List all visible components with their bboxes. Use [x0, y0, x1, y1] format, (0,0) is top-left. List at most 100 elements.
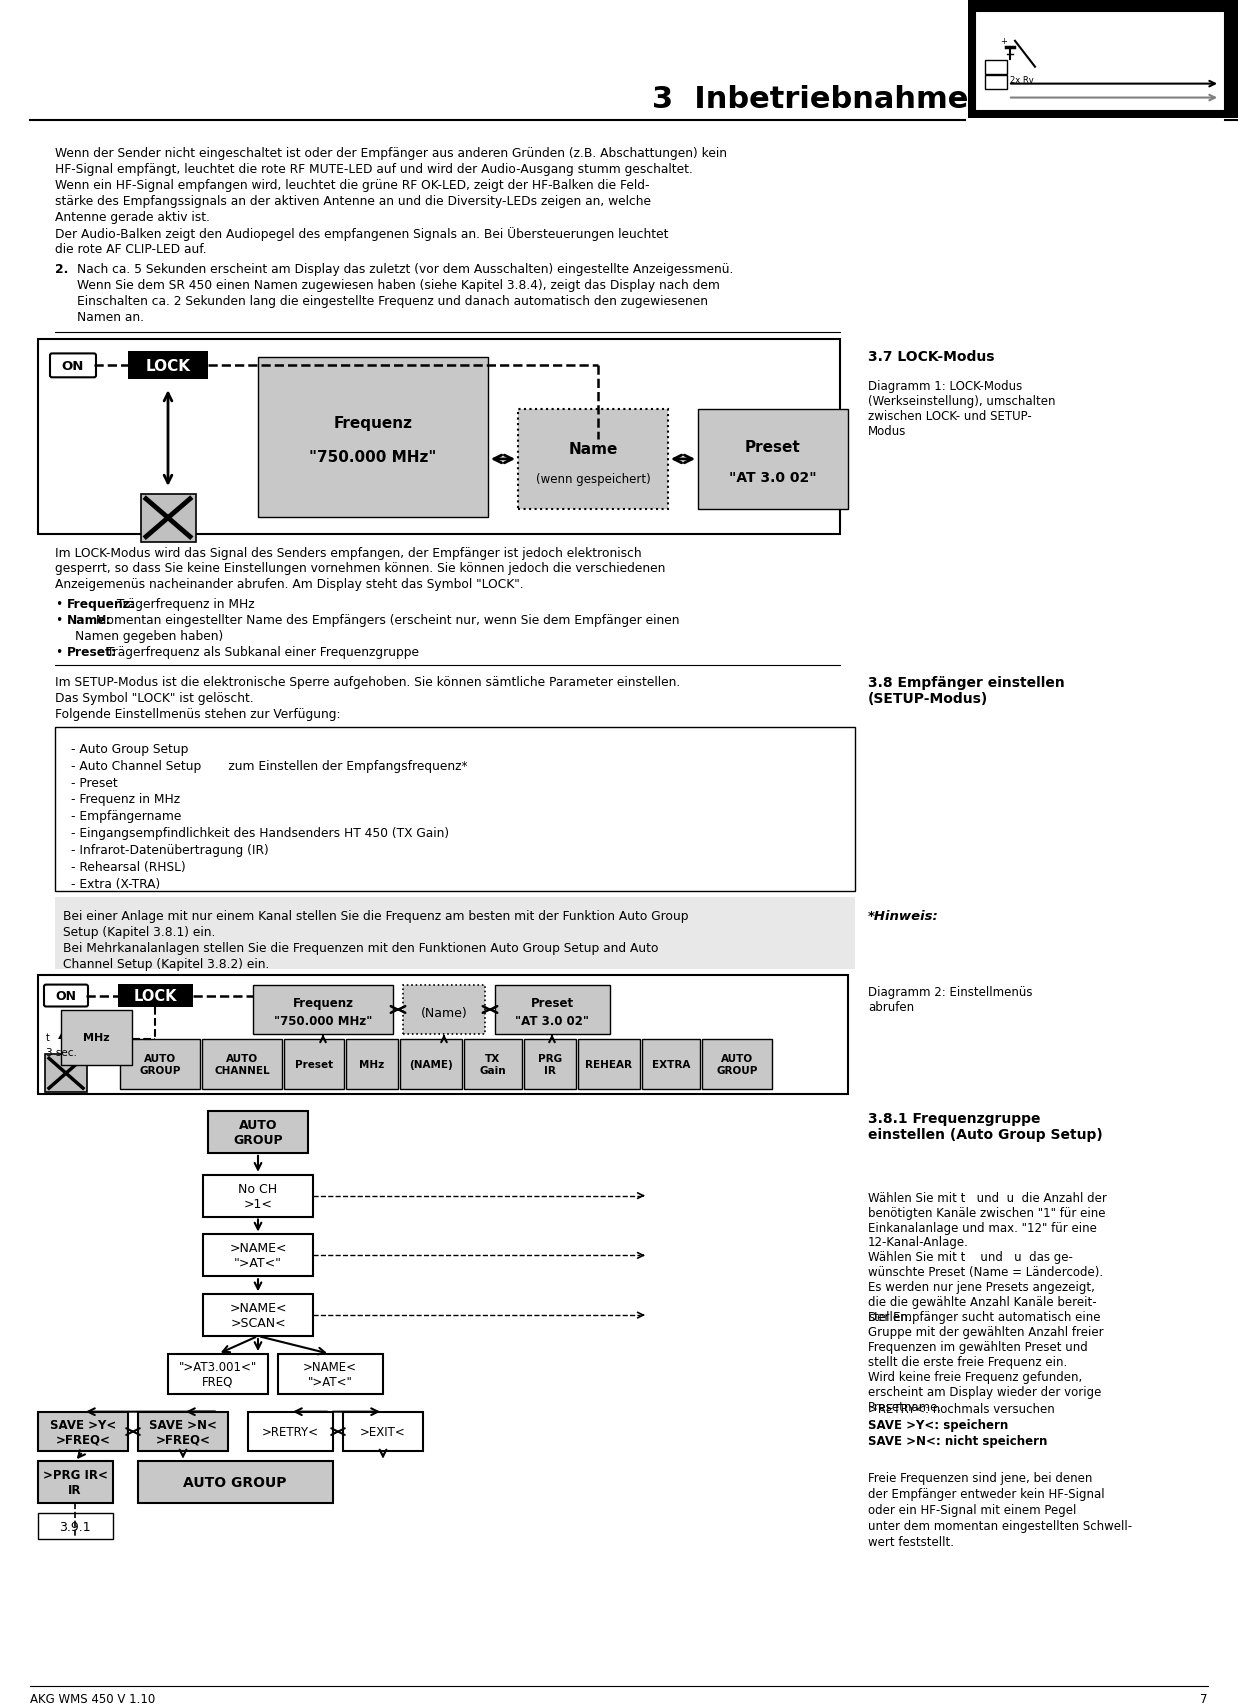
Text: Preset:: Preset:: [67, 645, 116, 659]
Bar: [38, 1514, 113, 1540]
Text: >PRG IR<
IR: >PRG IR< IR: [42, 1468, 108, 1497]
Text: "AT 3.0 02": "AT 3.0 02": [729, 471, 817, 485]
Bar: [495, 985, 610, 1034]
Text: 3  Inbetriebnahme: 3 Inbetriebnahme: [652, 85, 968, 114]
Bar: [203, 1234, 313, 1277]
Text: Einschalten ca. 2 Sekunden lang die eingestellte Frequenz und danach automatisch: Einschalten ca. 2 Sekunden lang die eing…: [77, 295, 708, 307]
Bar: [203, 1174, 313, 1217]
Text: - Extra (X-TRA): - Extra (X-TRA): [71, 877, 160, 891]
Text: AUTO
GROUP: AUTO GROUP: [233, 1118, 282, 1147]
Text: Freie Frequenzen sind jene, bei denen: Freie Frequenzen sind jene, bei denen: [868, 1471, 1092, 1485]
Bar: [168, 1354, 267, 1395]
Text: wert feststellt.: wert feststellt.: [868, 1535, 954, 1548]
Text: - Auto Channel Setup       zum Einstellen der Empfangsfrequenz*: - Auto Channel Setup zum Einstellen der …: [71, 760, 468, 772]
Bar: [208, 1111, 308, 1154]
Text: (Name): (Name): [421, 1007, 468, 1019]
Text: Frequenz:: Frequenz:: [67, 597, 136, 611]
Bar: [258, 358, 488, 517]
Text: Channel Setup (Kapitel 3.8.2) ein.: Channel Setup (Kapitel 3.8.2) ein.: [63, 958, 270, 970]
Bar: [524, 1040, 576, 1089]
Text: "AT 3.0 02": "AT 3.0 02": [515, 1014, 589, 1028]
Text: REHEAR: REHEAR: [586, 1060, 633, 1070]
Text: - Empfängername: - Empfängername: [71, 809, 182, 823]
Bar: [985, 75, 1006, 89]
Bar: [248, 1412, 333, 1451]
Bar: [54, 727, 855, 891]
Text: Namen an.: Namen an.: [77, 311, 144, 323]
Bar: [400, 1040, 462, 1089]
Text: gesperrt, so dass Sie keine Einstellungen vornehmen können. Sie können jedoch di: gesperrt, so dass Sie keine Einstellunge…: [54, 562, 665, 575]
Bar: [698, 410, 848, 509]
Bar: [404, 985, 485, 1034]
Bar: [643, 1040, 699, 1089]
Bar: [464, 1040, 522, 1089]
Text: die die gewählte Anzahl Kanäle bereit-: die die gewählte Anzahl Kanäle bereit-: [868, 1296, 1097, 1309]
Text: >EXIT<: >EXIT<: [360, 1425, 406, 1439]
Text: 3 sec.: 3 sec.: [46, 1048, 77, 1058]
Text: AUTO
CHANNEL: AUTO CHANNEL: [214, 1053, 270, 1075]
Bar: [203, 1294, 313, 1337]
Text: Wenn ein HF-Signal empfangen wird, leuchtet die grüne RF OK-LED, zeigt der HF-Ba: Wenn ein HF-Signal empfangen wird, leuch…: [54, 179, 650, 193]
Text: Anzeigemenüs nacheinander abrufen. Am Display steht das Symbol "LOCK".: Anzeigemenüs nacheinander abrufen. Am Di…: [54, 579, 524, 591]
Text: Frequenzen im gewählten Preset und: Frequenzen im gewählten Preset und: [868, 1340, 1088, 1354]
Text: der Empfänger entweder kein HF-Signal: der Empfänger entweder kein HF-Signal: [868, 1487, 1104, 1500]
Text: Frequenz: Frequenz: [333, 415, 412, 430]
Text: stellt die erste freie Frequenz ein.: stellt die erste freie Frequenz ein.: [868, 1355, 1067, 1367]
Text: Bei Mehrkanalanlagen stellen Sie die Frequenzen mit den Funktionen Auto Group Se: Bei Mehrkanalanlagen stellen Sie die Fre…: [63, 941, 659, 954]
Text: SAVE >N<
>FREQ<: SAVE >N< >FREQ<: [149, 1419, 217, 1446]
Bar: [137, 1412, 228, 1451]
Text: 12-Kanal-Anlage.: 12-Kanal-Anlage.: [868, 1236, 969, 1250]
Text: Einkanalanlage und max. "12" für eine: Einkanalanlage und max. "12" für eine: [868, 1221, 1097, 1234]
Text: LOCK: LOCK: [134, 988, 177, 1004]
Bar: [976, 12, 1224, 111]
Text: Der Empfänger sucht automatisch eine: Der Empfänger sucht automatisch eine: [868, 1311, 1101, 1323]
Text: Trägerfrequenz in MHz: Trägerfrequenz in MHz: [113, 597, 255, 611]
Text: 2x Rv: 2x Rv: [1010, 75, 1034, 85]
Text: •: •: [54, 645, 62, 659]
Bar: [128, 352, 208, 381]
Text: MHz: MHz: [83, 1033, 110, 1043]
Text: AKG WMS 450 V 1.10: AKG WMS 450 V 1.10: [30, 1692, 155, 1705]
Text: - Rehearsal (RHSL): - Rehearsal (RHSL): [71, 860, 186, 874]
Text: - Preset: - Preset: [71, 777, 118, 789]
FancyBboxPatch shape: [45, 985, 88, 1007]
Bar: [54, 898, 855, 970]
Text: ▼: ▼: [68, 1033, 74, 1041]
Text: - Frequenz in MHz: - Frequenz in MHz: [71, 794, 180, 806]
Bar: [284, 1040, 344, 1089]
Text: Trägerfrequenz als Subkanal einer Frequenzgruppe: Trägerfrequenz als Subkanal einer Freque…: [103, 645, 418, 659]
Text: >NAME<
>SCAN<: >NAME< >SCAN<: [229, 1301, 287, 1330]
Text: stellen.: stellen.: [868, 1311, 911, 1323]
Text: PRG
IR: PRG IR: [539, 1053, 562, 1075]
Text: Wenn Sie dem SR 450 einen Namen zugewiesen haben (siehe Kapitel 3.8.4), zeigt da: Wenn Sie dem SR 450 einen Namen zugewies…: [77, 278, 719, 292]
Bar: [343, 1412, 423, 1451]
Text: erscheint am Display wieder der vorige: erscheint am Display wieder der vorige: [868, 1384, 1102, 1398]
Text: Diagramm 1: LOCK-Modus
(Werkseinstellung), umschalten
zwischen LOCK- und SETUP-
: Diagramm 1: LOCK-Modus (Werkseinstellung…: [868, 381, 1056, 439]
Bar: [253, 985, 392, 1034]
Text: Diagramm 2: Einstellmenüs
abrufen: Diagramm 2: Einstellmenüs abrufen: [868, 985, 1032, 1012]
Text: benötigten Kanäle zwischen "1" für eine: benötigten Kanäle zwischen "1" für eine: [868, 1205, 1106, 1219]
Text: SAVE >Y<: speichern: SAVE >Y<: speichern: [868, 1419, 1008, 1430]
Bar: [118, 983, 193, 1007]
Text: Name:: Name:: [67, 615, 111, 626]
Text: Preset: Preset: [745, 440, 801, 456]
Text: 3.9.1: 3.9.1: [59, 1519, 90, 1533]
Bar: [985, 61, 1006, 75]
Text: Namen gegeben haben): Namen gegeben haben): [76, 630, 223, 644]
Text: (wenn gespeichert): (wenn gespeichert): [536, 473, 650, 486]
Text: No CH
>1<: No CH >1<: [239, 1181, 277, 1210]
Text: stärke des Empfangssignals an der aktiven Antenne an und die Diversity-LEDs zeig: stärke des Empfangssignals an der aktive…: [54, 195, 651, 208]
Text: HF-Signal empfängt, leuchtet die rote RF MUTE-LED auf und wird der Audio-Ausgang: HF-Signal empfängt, leuchtet die rote RF…: [54, 164, 693, 176]
Text: die rote AF CLIP-LED auf.: die rote AF CLIP-LED auf.: [54, 242, 207, 256]
Text: Das Symbol "LOCK" ist gelöscht.: Das Symbol "LOCK" ist gelöscht.: [54, 691, 254, 705]
Text: "750.000 MHz": "750.000 MHz": [274, 1014, 373, 1028]
Text: (NAME): (NAME): [409, 1060, 453, 1070]
Text: ▲: ▲: [58, 1031, 64, 1040]
Text: TX
Gain: TX Gain: [479, 1053, 506, 1075]
Text: SAVE >Y<
>FREQ<: SAVE >Y< >FREQ<: [50, 1419, 116, 1446]
Text: Preset: Preset: [295, 1060, 333, 1070]
Text: LOCK: LOCK: [146, 358, 191, 374]
Bar: [38, 975, 848, 1094]
Bar: [120, 1040, 201, 1089]
Bar: [38, 1412, 128, 1451]
